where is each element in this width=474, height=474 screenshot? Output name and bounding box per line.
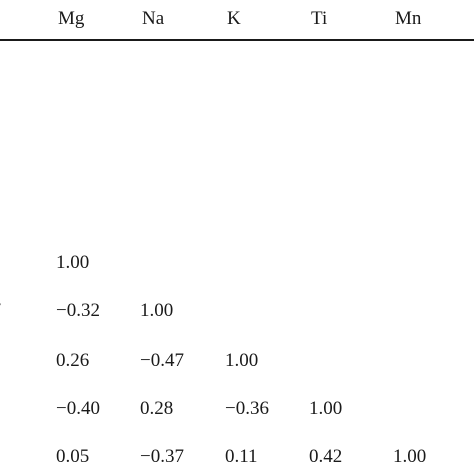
column-header-mg: Mg xyxy=(58,8,85,29)
row-4-na-cell: 0.28 xyxy=(140,398,174,419)
row-1-mg-cell: 1.00 xyxy=(56,252,90,273)
row-5-mg-cell: 0.05 xyxy=(56,446,90,467)
row-4-first-cell: 32 xyxy=(0,398,1,420)
column-header-na: Na xyxy=(142,8,165,29)
column-header-mn: Mn xyxy=(395,8,422,29)
column-header-ti: Ti xyxy=(311,8,328,29)
row-2-mg-cell: −0.32 xyxy=(56,300,100,321)
row-4-mg-cell: −0.40 xyxy=(56,398,100,419)
row-5-ti-cell: 0.42 xyxy=(309,446,343,467)
row-5-mn-cell: 1.00 xyxy=(393,446,427,467)
row-2-first-cell: 97 xyxy=(0,300,1,322)
row-3-na-cell: −0.47 xyxy=(140,350,184,371)
row-3-mg-cell: 0.26 xyxy=(56,350,90,371)
row-4-ti-cell: 1.00 xyxy=(309,398,343,419)
row-4-k-cell: −0.36 xyxy=(225,398,269,419)
column-header-k: K xyxy=(227,8,241,29)
header-rule xyxy=(0,39,474,41)
row-5-k-cell: 0.11 xyxy=(225,446,258,467)
row-2-na-cell: 1.00 xyxy=(140,300,174,321)
row-5-na-cell: −0.37 xyxy=(140,446,184,467)
row-3-k-cell: 1.00 xyxy=(225,350,259,371)
